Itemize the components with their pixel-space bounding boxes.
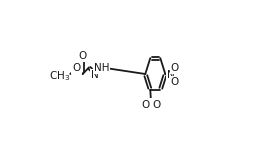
Text: O: O <box>79 51 87 61</box>
Text: NH: NH <box>94 63 109 73</box>
Text: N: N <box>147 99 155 109</box>
Text: N: N <box>91 70 99 80</box>
Text: CH$_3$: CH$_3$ <box>49 69 70 83</box>
Text: O: O <box>170 77 179 87</box>
Text: O: O <box>170 63 179 73</box>
Text: O: O <box>72 63 81 73</box>
Text: O: O <box>152 100 160 110</box>
Text: O: O <box>142 100 150 110</box>
Text: N: N <box>167 70 174 80</box>
